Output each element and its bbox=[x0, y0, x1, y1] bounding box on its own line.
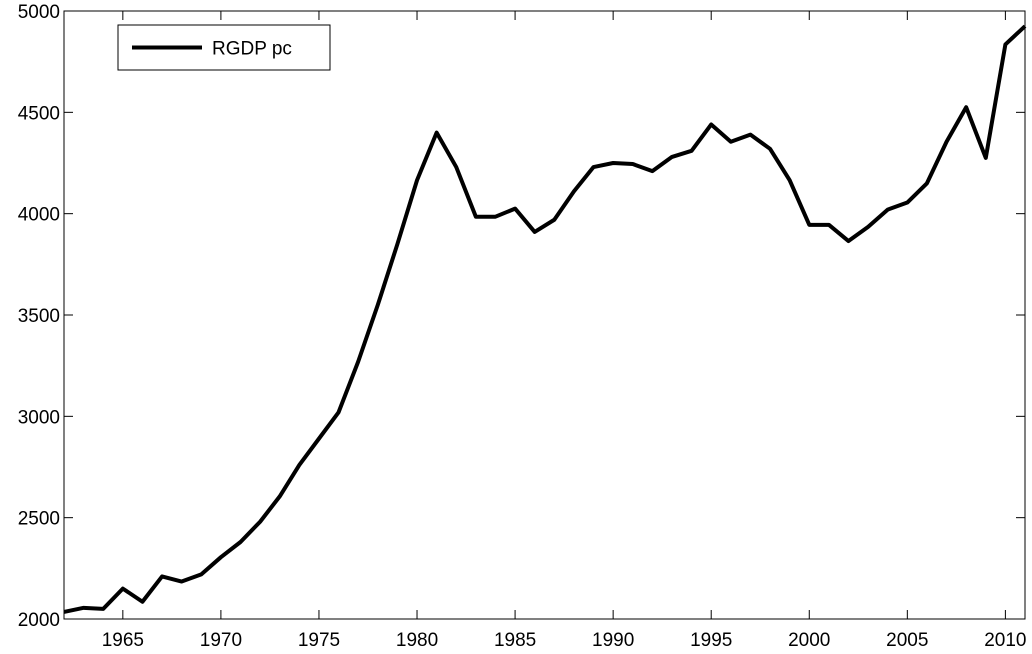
x-tick-label: 1970 bbox=[200, 630, 242, 651]
x-tick-label: 1995 bbox=[690, 630, 732, 651]
x-tick-label: 1980 bbox=[396, 630, 438, 651]
legend-label: RGDP pc bbox=[212, 39, 292, 60]
x-tick-label: 2000 bbox=[788, 630, 830, 651]
data-line bbox=[63, 24, 1027, 614]
y-tick-label: 4000 bbox=[18, 205, 60, 226]
x-tick-label: 2005 bbox=[886, 630, 928, 651]
y-tick-label: 2500 bbox=[18, 509, 60, 530]
y-tick-label: 4500 bbox=[18, 103, 60, 124]
x-tick-label: 2010 bbox=[984, 630, 1026, 651]
x-tick-label: 1985 bbox=[494, 630, 536, 651]
x-tick-label: 1975 bbox=[298, 630, 340, 651]
y-tick-label: 3000 bbox=[18, 407, 60, 428]
y-tick-label: 3500 bbox=[18, 306, 60, 327]
x-tick-label: 1965 bbox=[102, 630, 144, 651]
y-tick-label: 2000 bbox=[18, 610, 60, 631]
y-tick-label: 5000 bbox=[18, 2, 60, 23]
x-tick-label: 1990 bbox=[592, 630, 634, 651]
